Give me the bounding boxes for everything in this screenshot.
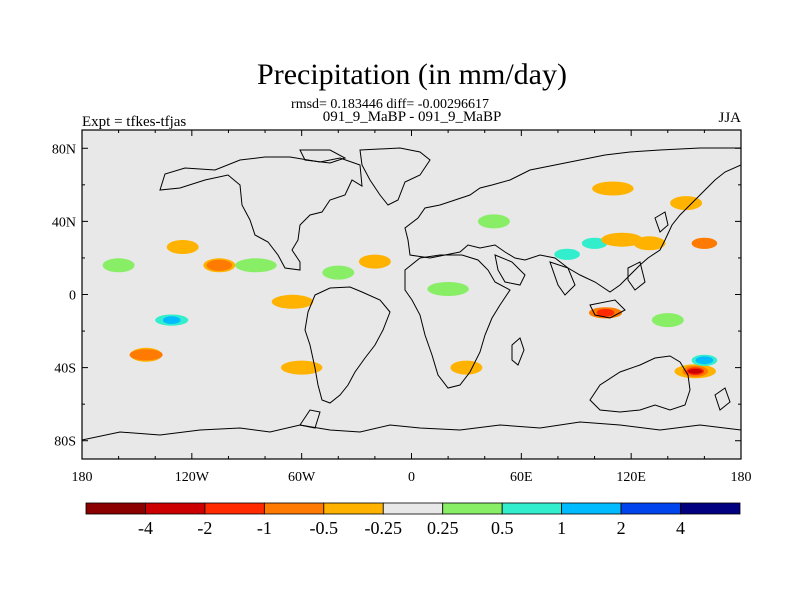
anomaly-patch <box>162 316 181 324</box>
coastline-africa <box>404 254 511 389</box>
anomaly-patch <box>581 237 608 249</box>
lon-tick-label: 180 <box>72 470 93 485</box>
anomaly-patch <box>695 356 714 365</box>
colorbar-swatch <box>204 502 265 515</box>
coastline-japan <box>654 211 669 233</box>
coastlines <box>82 147 741 459</box>
anomaly-patch <box>358 254 391 269</box>
anomaly-patch <box>206 259 233 271</box>
colorbar-swatch <box>145 502 206 515</box>
colorbar-swatch <box>323 502 384 515</box>
season-label: JJA <box>718 110 741 126</box>
coastline-south-america <box>304 286 391 404</box>
coastline-se-asia-islands <box>589 299 626 319</box>
coastline-new-zealand <box>714 387 731 411</box>
anomaly-patch <box>235 258 277 273</box>
colorbar-label: 0.5 <box>491 518 514 538</box>
colorbar-label: 1 <box>557 518 566 538</box>
lat-tick-label: 0 <box>69 289 76 304</box>
lon-tick-label: 60E <box>510 470 533 485</box>
coastline-madagascar <box>511 337 525 366</box>
anomaly-patch <box>129 349 163 361</box>
colorbar-swatch <box>263 502 325 515</box>
colorbar-swatch <box>680 502 741 515</box>
stats-text: rmsd= 0.183446 diff= -0.00296617 <box>291 97 489 112</box>
anomaly-patch <box>322 265 355 280</box>
anomaly-patch <box>633 236 666 251</box>
colorbar-swatch <box>620 502 681 515</box>
colorbar-swatch <box>561 502 622 515</box>
colorbar-label: -4 <box>138 518 153 538</box>
anomaly-patch <box>596 308 615 317</box>
colorbar-label: 4 <box>676 518 685 538</box>
lon-tick-label: 0 <box>408 470 415 485</box>
coastline-antarctic-peninsula <box>299 409 321 429</box>
lat-tick-label: 40S <box>54 362 76 377</box>
map-panel: 80N 40N 0 40S 80S 180 120W 60W 0 60E 120E 180 <box>52 129 752 485</box>
anomaly-patch <box>592 181 634 196</box>
coastline-arctic-islands <box>299 149 347 164</box>
colorbar: -4 -2 -1 -0.5 -0.25 0.25 0.5 1 2 4 <box>85 502 741 538</box>
coastline-north-america <box>159 156 363 271</box>
anomaly-patch <box>670 196 703 211</box>
anomaly-patch <box>651 313 684 328</box>
lat-tick-label: 40N <box>52 215 76 230</box>
colorbar-label: -0.5 <box>310 518 339 538</box>
coastline-antarctica <box>82 421 741 459</box>
anomaly-patch <box>427 282 469 296</box>
anomaly-patch <box>477 214 510 229</box>
colorbar-swatch <box>442 502 503 515</box>
coastline-australia <box>589 355 691 413</box>
map-background <box>82 130 741 459</box>
lat-tick-label: 80S <box>54 435 76 450</box>
map-axes: 80N 40N 0 40S 80S 180 120W 60W 0 60E 120E 180 <box>52 130 752 485</box>
anomaly-patch <box>280 360 323 375</box>
colorbar-swatch <box>501 502 563 515</box>
coastline-eurasia <box>404 147 741 293</box>
anomaly-patch <box>687 368 703 374</box>
coastline-greenland <box>359 147 431 206</box>
lon-tick-label: 120E <box>616 470 646 485</box>
anomaly-patch <box>691 237 718 249</box>
anomaly-patch <box>554 248 580 260</box>
chart-title: Precipitation (in mm/day) <box>257 58 567 91</box>
experiment-label: Expt = tfkes-tfjas <box>82 114 186 130</box>
anomaly-patch <box>450 360 483 375</box>
comparison-label: 091_9_MaBP - 091_9_MaBP <box>323 109 502 125</box>
lon-tick-label: 120W <box>175 470 210 485</box>
colorbar-label: 2 <box>617 518 626 538</box>
anomaly-patch <box>271 294 314 309</box>
anomaly-patch <box>166 240 199 254</box>
coastline-india <box>549 261 576 296</box>
anomaly-patch <box>102 258 135 273</box>
colorbar-label: -1 <box>257 518 272 538</box>
precipitation-field <box>102 181 718 379</box>
colorbar-swatch <box>382 502 444 515</box>
coastline-philippines <box>627 261 646 291</box>
coastline-arabia <box>494 254 526 286</box>
lon-tick-label: 180 <box>731 470 752 485</box>
colorbar-label: -0.25 <box>365 518 403 538</box>
lat-tick-label: 80N <box>52 142 76 157</box>
lon-tick-label: 60W <box>288 470 316 485</box>
colorbar-label: -2 <box>197 518 212 538</box>
colorbar-label: 0.25 <box>427 518 459 538</box>
anomaly-patch <box>601 232 643 247</box>
colorbar-swatch <box>85 502 146 515</box>
